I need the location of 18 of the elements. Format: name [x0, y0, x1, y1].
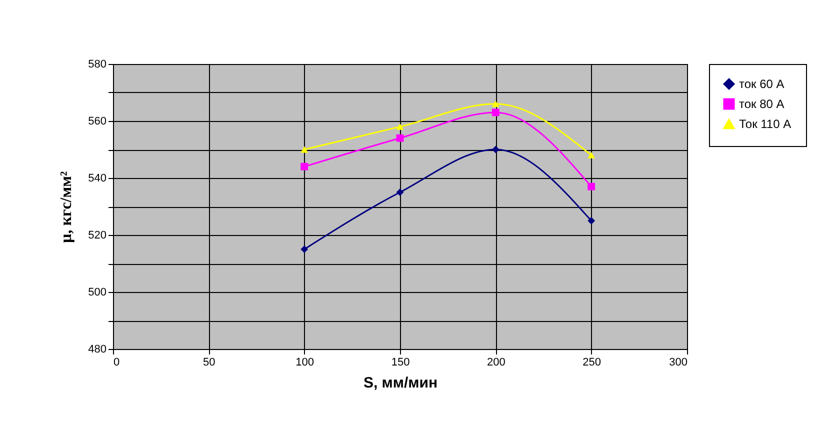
x-tick-label: 200 [486, 356, 506, 368]
y-axis-title: μ, кгс/мм² [58, 170, 76, 243]
x-tick-label: 50 [203, 356, 216, 368]
x-tick-label: 250 [582, 356, 602, 368]
x-tick-label: 0 [114, 356, 120, 368]
y-tick-label: 500 [88, 286, 106, 298]
y-tick-label: 560 [88, 116, 106, 128]
x-tick-label: 300 [669, 356, 688, 368]
y-tick-label: 540 [88, 172, 106, 184]
x-axis-title: S, мм/мин [363, 374, 438, 392]
legend-label: ток 80 А [739, 97, 784, 111]
legend-label: ток 60 А [739, 77, 784, 91]
x-tick-label: 100 [296, 356, 314, 368]
x-tick-label: 150 [391, 356, 410, 368]
y-tick-label: 480 [88, 344, 106, 356]
y-tick-label: 580 [88, 58, 106, 70]
legend-label: Ток 110 А [739, 117, 792, 131]
y-tick-label: 520 [88, 230, 106, 242]
